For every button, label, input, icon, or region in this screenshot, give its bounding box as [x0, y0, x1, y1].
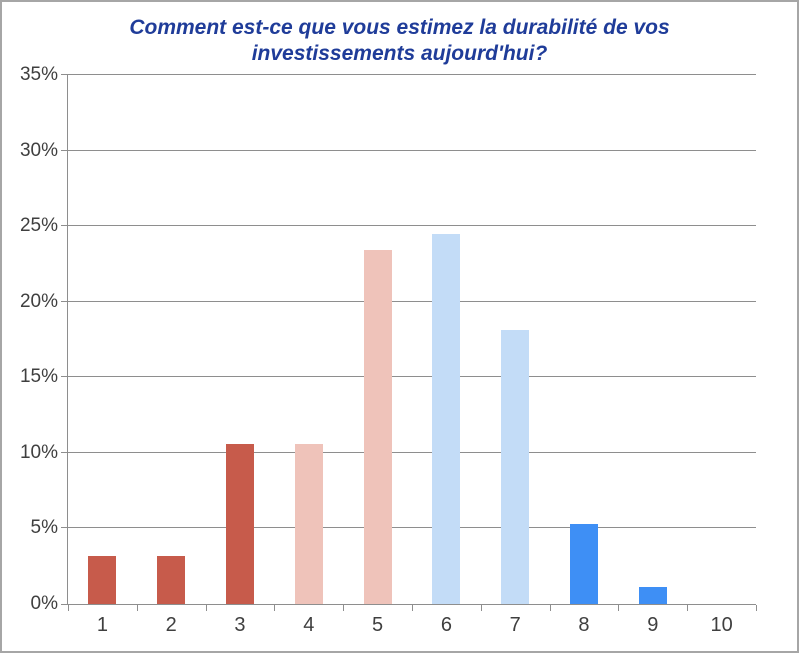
- y-axis-tick: [61, 527, 68, 529]
- gridline: [68, 376, 756, 378]
- x-axis-label: 7: [509, 614, 521, 636]
- bar-category-5: [364, 250, 392, 604]
- y-axis-label: 0%: [30, 593, 58, 614]
- bar-category-7: [501, 330, 529, 604]
- y-axis-label: 20%: [19, 290, 58, 312]
- bar-category-6: [432, 234, 460, 604]
- x-axis-tick: [412, 605, 413, 611]
- bar-category-1: [88, 556, 116, 604]
- x-axis-label: 8: [578, 614, 590, 636]
- x-axis-label: 6: [440, 614, 452, 636]
- y-axis-label: 10%: [19, 441, 58, 463]
- y-axis-tick: [61, 225, 68, 227]
- gridline: [68, 225, 756, 227]
- y-axis-label: 25%: [19, 215, 58, 237]
- x-axis-tick: [481, 605, 482, 611]
- gridline: [68, 74, 756, 75]
- bar-category-4: [295, 444, 323, 604]
- y-axis-tick: [61, 451, 68, 453]
- x-axis-tick: [68, 605, 69, 611]
- chart-title-line-2: investissements aujourd'hui?: [251, 42, 548, 65]
- y-axis-tick: [61, 376, 68, 378]
- bar-category-3: [226, 444, 254, 604]
- y-axis-label: 5%: [30, 517, 58, 539]
- gridline: [68, 149, 756, 151]
- chart-title: Comment est-ce que vous estimez la durab…: [2, 15, 797, 67]
- x-axis-label: 2: [165, 614, 177, 636]
- bar-category-8: [570, 524, 598, 604]
- gridline: [68, 300, 756, 302]
- x-axis-tick: [343, 605, 344, 611]
- x-axis-label: 10: [710, 614, 733, 636]
- x-axis-tick: [137, 605, 138, 611]
- x-axis-tick: [550, 605, 551, 611]
- y-axis-label: 30%: [19, 139, 58, 161]
- gridline: [68, 451, 756, 453]
- x-axis-label: 3: [234, 614, 246, 636]
- x-axis-tick: [274, 605, 275, 611]
- y-axis-tick: [61, 300, 68, 302]
- x-axis-tick: [687, 605, 688, 611]
- y-axis-tick: [61, 604, 68, 605]
- y-axis-label: 35%: [19, 64, 58, 85]
- x-axis-tick: [206, 605, 207, 611]
- x-axis-label: 4: [303, 614, 315, 636]
- y-axis-label: 15%: [19, 366, 58, 388]
- gridline: [68, 527, 756, 529]
- y-axis-tick: [61, 149, 68, 151]
- x-axis-tick: [618, 605, 619, 611]
- x-axis-tick: [756, 605, 757, 611]
- x-axis-label: 9: [647, 614, 659, 636]
- bar-category-9: [639, 587, 667, 604]
- chart-title-line-1: Comment est-ce que vous estimez la durab…: [129, 16, 670, 39]
- bar-category-2: [157, 556, 185, 604]
- x-axis-label: 5: [372, 614, 384, 636]
- x-axis-label: 1: [96, 614, 108, 636]
- plot-area: 0% 5% 10% 15% 20% 25% 30% 35% 1 2 3 4 5 6 7 8 9 10: [20, 64, 757, 636]
- y-axis-tick: [61, 74, 68, 75]
